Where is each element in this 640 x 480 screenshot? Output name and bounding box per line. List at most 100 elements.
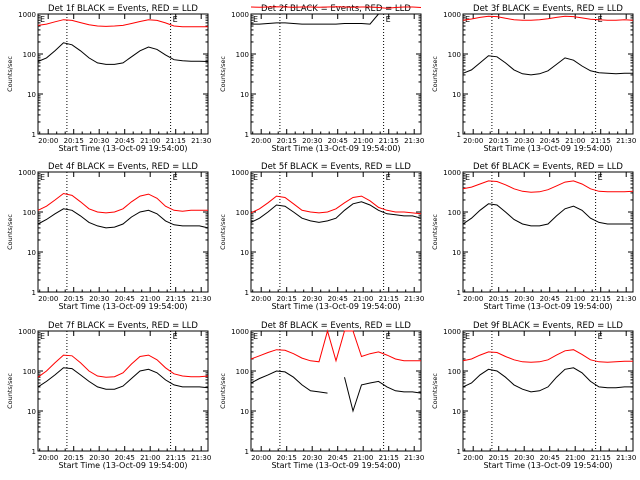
x-tick-label: 21:15 <box>166 137 186 145</box>
time-marker-label: E <box>386 332 391 341</box>
y-tick-label: 1000 <box>18 328 36 336</box>
x-axis-label: Start Time (13-Oct-09 19:54:00) <box>483 461 612 470</box>
x-tick-label: 20:00 <box>38 295 58 303</box>
chart-title: Det 3f BLACK = Events, RED = LLD <box>473 4 623 14</box>
time-marker-label: E <box>386 173 391 182</box>
y-tick-label: 1000 <box>443 169 461 177</box>
chart-title: Det 2f BLACK = Events, RED = LLD <box>261 4 411 14</box>
time-marker-label: E <box>598 173 603 182</box>
x-axis-label: Start Time (13-Oct-09 19:54:00) <box>271 302 400 311</box>
y-axis-label: Counts/sec <box>219 373 227 409</box>
plot-frame <box>462 330 634 452</box>
x-tick-label: 20:00 <box>251 137 271 145</box>
x-tick-label: 21:15 <box>166 295 186 303</box>
y-tick-label: 1000 <box>231 11 249 19</box>
x-axis-label: Start Time (13-Oct-09 19:54:00) <box>58 302 187 311</box>
x-axis-label: Start Time (13-Oct-09 19:54:00) <box>483 144 612 153</box>
y-axis-label: Counts/sec <box>219 214 227 250</box>
plot-frame <box>462 13 634 135</box>
y-tick-label: 1 <box>245 289 249 297</box>
time-marker-label: E <box>173 173 178 182</box>
lld-line <box>250 329 421 363</box>
plot-frame <box>250 13 422 135</box>
events-line <box>462 55 633 76</box>
x-tick-label: 20:00 <box>463 295 483 303</box>
y-tick-label: 100 <box>23 368 36 376</box>
time-marker-label: E <box>386 15 391 24</box>
chart-title: Det 6f BLACK = Events, RED = LLD <box>473 162 623 172</box>
y-tick-label: 100 <box>23 51 36 59</box>
corner-label: E <box>465 332 470 341</box>
chart-panel-1: Det 1f BLACK = Events, RED = LLD 1 10 100 10… <box>6 4 211 153</box>
lld-line <box>250 6 422 9</box>
x-tick-label: 21:15 <box>379 454 399 462</box>
y-axis-label: Counts/sec <box>219 56 227 92</box>
x-axis-label: Start Time (13-Oct-09 19:54:00) <box>58 461 187 470</box>
x-axis-label: Start Time (13-Oct-09 19:54:00) <box>271 461 400 470</box>
x-tick-label: 20:00 <box>251 454 271 462</box>
y-tick-label: 1000 <box>443 11 461 19</box>
plot-frame <box>250 330 422 452</box>
lld-line <box>462 349 633 363</box>
chart-title: Det 4f BLACK = Events, RED = LLD <box>48 162 198 172</box>
y-tick-label: 10 <box>452 408 461 416</box>
plot-frame <box>37 330 209 452</box>
x-tick-label: 20:15 <box>277 137 297 145</box>
x-tick-label: 20:30 <box>89 454 109 462</box>
corner-label: E <box>40 332 45 341</box>
x-tick-label: 21:30 <box>616 137 636 145</box>
lld-line <box>37 354 209 378</box>
x-tick-label: 20:15 <box>64 454 84 462</box>
y-tick-label: 100 <box>236 51 249 59</box>
lld-line <box>462 15 634 21</box>
y-tick-label: 1 <box>32 131 36 139</box>
y-tick-label: 1000 <box>18 169 36 177</box>
y-tick-label: 1 <box>245 448 249 456</box>
x-tick-label: 21:15 <box>591 137 611 145</box>
y-tick-label: 100 <box>448 368 461 376</box>
corner-label: E <box>253 173 258 182</box>
y-tick-label: 10 <box>27 91 36 99</box>
y-tick-label: 1 <box>32 448 36 456</box>
x-tick-label: 21:30 <box>404 295 424 303</box>
x-tick-label: 20:45 <box>328 295 348 303</box>
events-line <box>250 201 422 223</box>
x-tick-label: 21:30 <box>191 137 211 145</box>
x-tick-label: 21:00 <box>140 295 160 303</box>
x-tick-label: 20:30 <box>514 454 534 462</box>
x-tick-label: 20:00 <box>463 454 483 462</box>
y-axis-label: Counts/sec <box>6 214 14 250</box>
x-tick-label: 20:45 <box>328 454 348 462</box>
y-tick-label: 100 <box>23 209 36 217</box>
x-tick-label: 21:00 <box>140 454 160 462</box>
x-tick-label: 21:00 <box>140 137 160 145</box>
y-tick-label: 1000 <box>231 169 249 177</box>
plot-frame <box>37 171 209 293</box>
x-tick-label: 21:30 <box>616 454 636 462</box>
x-tick-label: 20:15 <box>277 454 297 462</box>
x-axis-label: Start Time (13-Oct-09 19:54:00) <box>483 302 612 311</box>
events-line <box>462 367 633 393</box>
x-tick-label: 20:30 <box>89 295 109 303</box>
x-tick-label: 20:00 <box>463 137 483 145</box>
x-tick-label: 20:30 <box>514 295 534 303</box>
x-tick-label: 20:15 <box>64 295 84 303</box>
time-marker-label: E <box>173 332 178 341</box>
corner-label: E <box>40 15 45 24</box>
x-tick-label: 21:30 <box>404 454 424 462</box>
x-tick-label: 21:15 <box>166 454 186 462</box>
chart-panel-4: Det 4f BLACK = Events, RED = LLD 1 10 100 10… <box>6 162 211 311</box>
x-tick-label: 21:00 <box>353 295 373 303</box>
events-line <box>37 42 209 65</box>
chart-panel-5: Det 5f BLACK = Events, RED = LLD 1 10 100 10… <box>219 162 424 311</box>
lld-line <box>37 19 208 28</box>
y-axis-label: Counts/sec <box>431 56 439 92</box>
x-tick-label: 20:45 <box>540 454 560 462</box>
corner-label: E <box>253 15 258 24</box>
x-tick-label: 21:00 <box>565 137 585 145</box>
plot-frame <box>462 171 634 293</box>
x-tick-label: 20:30 <box>302 295 322 303</box>
corner-label: E <box>253 332 258 341</box>
x-tick-label: 20:00 <box>251 295 271 303</box>
